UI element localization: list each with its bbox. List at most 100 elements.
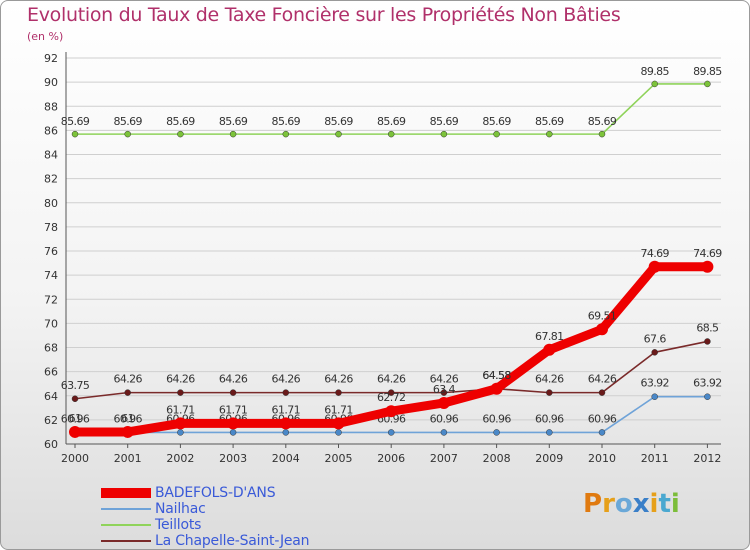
point-la-chapelle-saint-jean xyxy=(229,389,237,396)
data-label-badefols-d-ans: 74.69 xyxy=(693,247,722,260)
logo-letter: x xyxy=(632,489,650,519)
point-badefols-d-ans xyxy=(279,417,292,430)
legend-swatch-nailhac xyxy=(101,508,151,510)
point-teillots xyxy=(387,130,395,138)
data-label-badefols-d-ans: 64.58 xyxy=(482,369,511,382)
y-tick-label: 72 xyxy=(44,293,58,306)
data-label-nailhac: 60.96 xyxy=(482,412,511,425)
point-nailhac xyxy=(282,429,290,436)
data-label-teillots: 85.69 xyxy=(324,115,353,128)
data-label-nailhac: 60.96 xyxy=(61,412,90,425)
data-label-nailhac: 60.96 xyxy=(535,412,564,425)
data-label-la-chapelle-saint-jean: 67.6 xyxy=(644,332,667,345)
point-teillots xyxy=(124,130,131,138)
point-badefols-d-ans xyxy=(437,396,450,409)
point-badefols-d-ans xyxy=(227,417,240,430)
legend-label-chapelle: La Chapelle-Saint-Jean xyxy=(155,533,310,549)
data-label-nailhac: 63.92 xyxy=(693,377,722,390)
point-la-chapelle-saint-jean xyxy=(598,389,606,396)
data-label-la-chapelle-saint-jean: 64.26 xyxy=(430,373,459,386)
data-label-badefols-d-ans: 67.81 xyxy=(535,330,564,343)
data-label-badefols-d-ans: 61.71 xyxy=(219,403,248,416)
point-nailhac xyxy=(704,393,711,400)
point-nailhac xyxy=(229,429,237,436)
point-teillots xyxy=(335,130,342,138)
point-teillots xyxy=(598,130,606,138)
data-label-teillots: 85.69 xyxy=(377,115,406,128)
point-la-chapelle-saint-jean xyxy=(440,389,448,396)
data-label-la-chapelle-saint-jean: 64.26 xyxy=(166,373,195,386)
x-tick-label: 2010 xyxy=(588,452,616,465)
point-nailhac xyxy=(493,429,500,436)
data-label-teillots: 85.69 xyxy=(272,115,301,128)
data-label-teillots: 85.69 xyxy=(166,115,195,128)
point-nailhac xyxy=(598,429,606,436)
point-badefols-d-ans xyxy=(543,343,556,356)
data-label-teillots: 85.69 xyxy=(430,115,459,128)
legend-label-teillots: Teillots xyxy=(155,517,202,533)
data-label-teillots: 85.69 xyxy=(482,115,511,128)
data-label-badefols-d-ans: 61.71 xyxy=(324,403,353,416)
data-label-badefols-d-ans: 61 xyxy=(121,412,134,425)
y-tick-label: 74 xyxy=(44,269,58,282)
y-tick-label: 88 xyxy=(44,100,58,113)
point-la-chapelle-saint-jean xyxy=(177,389,184,396)
logo-letter: o xyxy=(614,489,633,519)
point-la-chapelle-saint-jean xyxy=(651,349,658,356)
y-tick-label: 68 xyxy=(44,342,58,355)
x-tick-label: 2000 xyxy=(61,452,89,465)
point-badefols-d-ans xyxy=(596,323,608,336)
y-tick-label: 60 xyxy=(44,438,58,451)
logo-letter: P xyxy=(583,489,603,519)
data-label-teillots: 85.69 xyxy=(588,115,617,128)
x-tick-label: 2012 xyxy=(693,452,721,465)
point-teillots xyxy=(177,130,184,138)
data-label-teillots: 89.85 xyxy=(640,65,669,78)
y-tick-label: 62 xyxy=(44,414,58,427)
data-label-nailhac: 60.96 xyxy=(113,412,142,425)
x-tick-label: 2006 xyxy=(377,452,405,465)
point-teillots xyxy=(546,130,553,138)
point-badefols-d-ans xyxy=(121,425,134,438)
point-badefols-d-ans xyxy=(648,260,661,273)
data-label-badefols-d-ans: 61.71 xyxy=(272,403,301,416)
legend-swatch-badefols xyxy=(101,488,151,498)
data-label-la-chapelle-saint-jean: 64.26 xyxy=(324,373,353,386)
data-label-badefols-d-ans: 69.51 xyxy=(588,309,617,322)
data-label-la-chapelle-saint-jean: 68.5 xyxy=(696,321,719,334)
data-label-teillots: 85.69 xyxy=(113,115,142,128)
data-label-nailhac: 63.92 xyxy=(640,377,669,390)
data-label-teillots: 85.69 xyxy=(535,115,564,128)
data-label-la-chapelle-saint-jean: 64.26 xyxy=(588,373,617,386)
x-tick-label: 2004 xyxy=(272,452,300,465)
point-la-chapelle-saint-jean xyxy=(387,389,395,396)
x-tick-label: 2009 xyxy=(535,452,563,465)
data-label-la-chapelle-saint-jean: 64.26 xyxy=(272,373,301,386)
data-label-badefols-d-ans: 61 xyxy=(69,412,82,425)
data-label-la-chapelle-saint-jean: 64.26 xyxy=(377,373,406,386)
point-la-chapelle-saint-jean xyxy=(704,338,711,345)
point-la-chapelle-saint-jean xyxy=(71,395,79,403)
y-tick-label: 66 xyxy=(44,366,58,379)
point-teillots xyxy=(704,80,711,88)
data-label-badefols-d-ans: 61.71 xyxy=(166,403,195,416)
point-badefols-d-ans xyxy=(69,425,81,438)
y-tick-label: 64 xyxy=(44,390,58,403)
point-teillots xyxy=(282,130,290,138)
data-label-la-chapelle-saint-jean: 64.26 xyxy=(219,373,248,386)
data-label-badefols-d-ans: 63.4 xyxy=(433,383,456,396)
y-tick-label: 76 xyxy=(44,245,58,258)
y-tick-label: 92 xyxy=(44,52,58,65)
legend-label-badefols: BADEFOLS-D'ANS xyxy=(155,485,276,501)
point-nailhac xyxy=(335,429,342,436)
point-la-chapelle-saint-jean xyxy=(124,389,131,396)
x-tick-label: 2008 xyxy=(483,452,511,465)
point-badefols-d-ans xyxy=(332,417,345,430)
data-label-badefols-d-ans: 74.69 xyxy=(640,247,669,260)
point-badefols-d-ans xyxy=(701,260,714,273)
data-label-la-chapelle-saint-jean: 64.26 xyxy=(535,373,564,386)
y-tick-label: 78 xyxy=(44,221,58,234)
data-label-teillots: 85.69 xyxy=(219,115,248,128)
point-nailhac xyxy=(546,429,553,436)
